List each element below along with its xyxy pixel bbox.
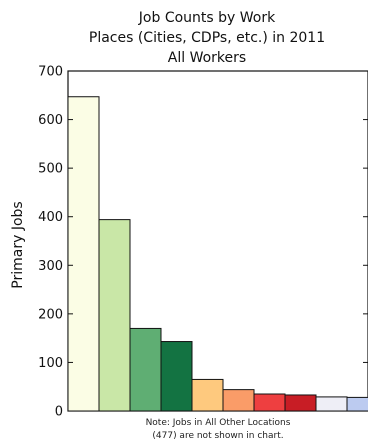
bar-6 bbox=[222, 389, 255, 412]
bar-1 bbox=[67, 96, 100, 412]
chart-note-line-1: Note: Jobs in All Other Locations bbox=[146, 418, 291, 428]
chart-title-line-1: Job Counts by Work bbox=[138, 10, 276, 26]
y-tick-label-8: 700 bbox=[38, 65, 63, 80]
y-ticks-layer: 0 100 200 300 400 500 600 700 bbox=[38, 65, 368, 420]
chart-note-line-2: (477) are not shown in chart. bbox=[152, 431, 283, 441]
bar-2 bbox=[98, 219, 131, 412]
bar-9 bbox=[315, 396, 348, 412]
y-tick-label-2: 100 bbox=[38, 356, 63, 371]
bars-layer bbox=[67, 96, 368, 412]
y-tick-label-1: 0 bbox=[55, 405, 63, 420]
bar-5 bbox=[191, 378, 224, 412]
bar-4 bbox=[160, 341, 193, 412]
y-tick-label-5: 400 bbox=[38, 210, 63, 225]
bar-8 bbox=[284, 394, 317, 412]
bar-7 bbox=[253, 393, 286, 412]
chart-title-line-2: Places (Cities, CDPs, etc.) in 2011 bbox=[89, 30, 325, 46]
bar-10 bbox=[346, 396, 368, 412]
y-tick-label-3: 200 bbox=[38, 307, 63, 322]
y-tick-label-4: 300 bbox=[38, 259, 63, 274]
y-tick-label-7: 600 bbox=[38, 113, 63, 128]
chart-title-line-3: All Workers bbox=[168, 50, 246, 66]
bar-3 bbox=[129, 327, 162, 412]
y-tick-label-6: 500 bbox=[38, 162, 63, 177]
y-axis-label: Primary Jobs bbox=[10, 201, 26, 288]
